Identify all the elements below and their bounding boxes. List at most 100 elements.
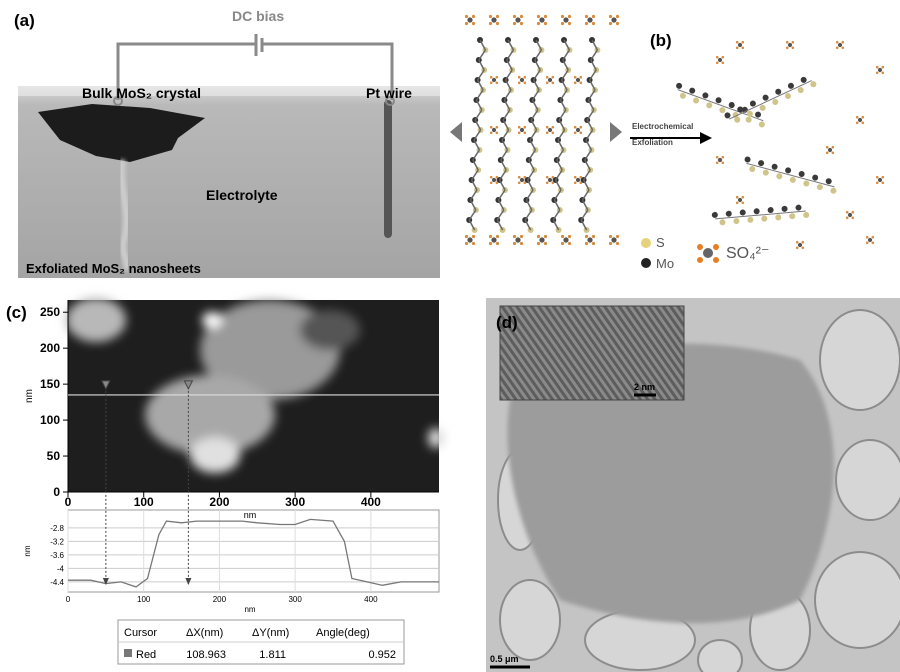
bond — [479, 60, 484, 70]
sulfate — [592, 15, 595, 18]
sulfate — [882, 72, 885, 75]
sulfate — [518, 176, 521, 179]
sulfate — [722, 62, 725, 65]
table-header: ΔX(nm) — [186, 627, 223, 639]
bond — [504, 90, 511, 100]
bond — [478, 80, 483, 90]
sulfate — [616, 22, 619, 25]
sulfate — [878, 68, 882, 72]
sulfate — [846, 217, 849, 220]
y-tick-label: 100 — [40, 413, 60, 427]
bond — [501, 150, 508, 160]
sulfate — [496, 235, 499, 238]
bond — [506, 70, 513, 80]
atom — [702, 92, 710, 100]
atom — [803, 180, 810, 187]
sulfate — [858, 118, 862, 122]
sulfate — [738, 43, 742, 47]
sulfate — [852, 217, 855, 220]
sulfate — [496, 126, 499, 129]
sulfate — [563, 17, 568, 22]
sulfate — [546, 182, 549, 185]
sulfate — [496, 182, 499, 185]
bond — [469, 220, 474, 230]
y-tick-label: -2.8 — [50, 524, 64, 533]
sulfate — [552, 182, 555, 185]
sulfate — [489, 15, 492, 18]
bond — [585, 150, 592, 160]
sulfate — [492, 78, 496, 82]
sulfate — [842, 41, 845, 44]
sulfate — [742, 196, 745, 199]
nanosheet — [712, 204, 810, 226]
legend-marker — [641, 238, 651, 248]
y-tick-label: 50 — [47, 449, 61, 463]
sulfate — [548, 178, 552, 182]
sulfate — [609, 235, 612, 238]
bond — [535, 50, 542, 60]
nanosheet — [742, 156, 839, 195]
sulfate — [580, 126, 583, 129]
bond — [563, 50, 570, 60]
sulfate — [520, 15, 523, 18]
hrtem-inset — [500, 306, 684, 400]
bond — [472, 180, 477, 190]
atom — [726, 210, 733, 217]
bond — [526, 190, 533, 200]
sulfate — [489, 22, 492, 25]
y-tick-label: -3.2 — [50, 537, 64, 546]
bond — [504, 100, 509, 110]
sulfate — [786, 41, 789, 44]
sulfate — [592, 235, 595, 238]
sulfate — [518, 132, 521, 135]
legend-label: SO₄²⁻ — [726, 245, 769, 262]
sulfate — [513, 22, 516, 25]
bond — [556, 170, 563, 180]
sulfate — [574, 132, 577, 135]
bond — [531, 110, 538, 120]
bond — [562, 80, 567, 90]
sulfate — [592, 242, 595, 245]
sulfate — [856, 116, 859, 119]
sulfate — [496, 76, 499, 79]
sulfate — [792, 41, 795, 44]
bond — [531, 120, 536, 130]
sulfate — [524, 182, 527, 185]
atom — [830, 187, 837, 194]
sulfate — [587, 237, 592, 242]
atom — [781, 206, 788, 213]
bond — [584, 170, 591, 180]
sulfate — [552, 82, 555, 85]
sulfate — [524, 82, 527, 85]
y-tick-label: 0 — [53, 485, 60, 499]
bond — [582, 190, 589, 200]
sulfate — [520, 22, 523, 25]
sulfate — [587, 17, 592, 22]
bond — [528, 170, 535, 180]
x-tick-label: 100 — [137, 595, 151, 604]
bond — [553, 220, 558, 230]
sulfate — [878, 178, 882, 182]
sulfate — [611, 17, 616, 22]
y-tick-label: 200 — [40, 341, 60, 355]
sulfate — [492, 178, 496, 182]
sulfate — [736, 41, 739, 44]
bond — [584, 180, 589, 190]
nanosheets-label: Exfoliated MoS₂ nanosheets — [26, 261, 201, 276]
bond — [506, 80, 511, 90]
sulfate — [576, 78, 580, 82]
sulfate — [616, 235, 619, 238]
sulfate — [561, 15, 564, 18]
sulfate — [574, 182, 577, 185]
bond — [558, 140, 563, 150]
bond — [503, 120, 508, 130]
bond — [474, 140, 479, 150]
atom — [812, 174, 819, 181]
sulfate — [548, 128, 552, 132]
sulfate — [537, 15, 540, 18]
bond — [536, 40, 541, 50]
atom — [688, 87, 696, 95]
atom — [679, 92, 687, 100]
sulfate — [548, 78, 552, 82]
atom — [719, 219, 726, 226]
